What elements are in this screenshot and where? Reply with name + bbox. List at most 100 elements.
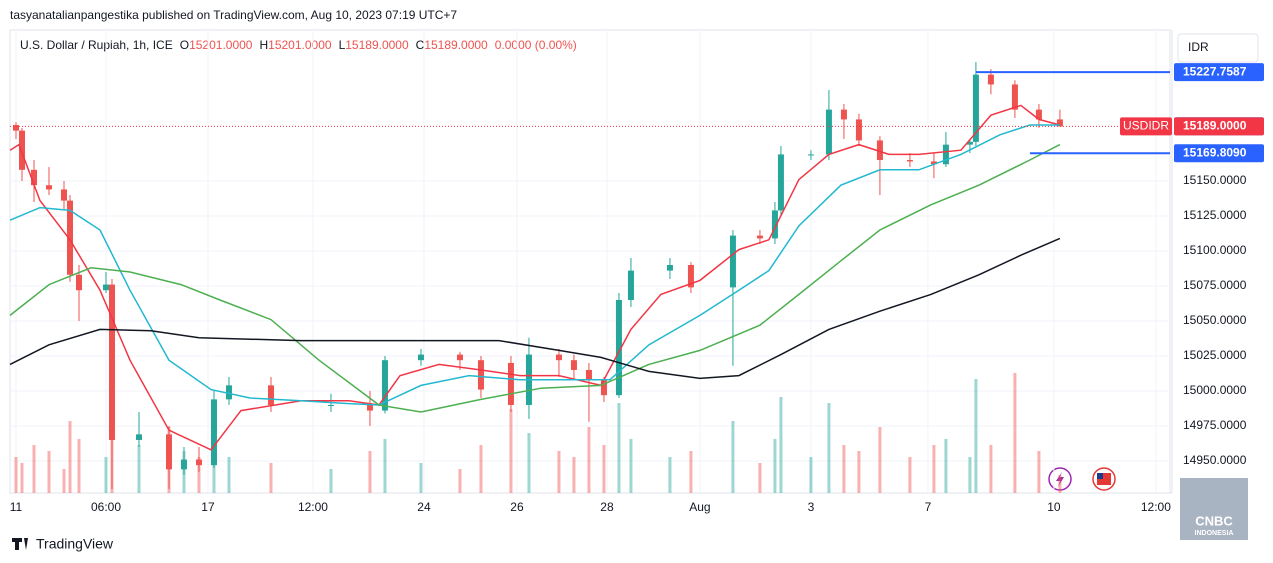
x-tick-label: 24: [417, 500, 431, 514]
y-tick-label: 15150.0000: [1183, 173, 1247, 187]
volume-bar: [668, 457, 672, 493]
candle-body: [729, 235, 736, 288]
x-tick-label: 06:00: [91, 500, 121, 514]
currency-label[interactable]: IDR: [1188, 40, 1209, 54]
moving-average: [9, 143, 1061, 413]
candle-body: [942, 144, 949, 165]
legend-change: 0.0000 (0.00%): [495, 38, 577, 52]
volume-bar: [779, 397, 783, 493]
candle-body: [30, 169, 37, 186]
x-tick-label: 12:00: [298, 500, 328, 514]
volume-bar: [14, 457, 18, 493]
volume-bar: [731, 421, 735, 493]
price-label-box: [1174, 144, 1264, 163]
volume-bar: [932, 445, 936, 493]
candle-body: [507, 362, 514, 405]
volume-bar: [20, 463, 24, 493]
y-tick-label: 15025.0000: [1183, 348, 1247, 362]
x-tick-label: 12:00: [1141, 500, 1171, 514]
candle-body: [615, 299, 622, 396]
price-label: 15169.8090: [1183, 145, 1247, 159]
volume-bar: [68, 421, 72, 493]
x-tick-label: 26: [510, 500, 524, 514]
volume-bar: [773, 439, 777, 493]
volume-bar: [629, 439, 633, 493]
volume-bar: [197, 457, 201, 493]
volume-bar: [383, 439, 387, 493]
candle-body: [807, 154, 814, 156]
volume-bar: [908, 457, 912, 493]
currency-button[interactable]: [1177, 33, 1259, 63]
candle-body: [327, 404, 334, 406]
candle-body: [225, 385, 232, 400]
candle-body: [108, 284, 115, 440]
price-label-box: [1174, 63, 1264, 82]
candle-body: [771, 210, 778, 239]
candle-body: [840, 109, 847, 120]
volume-bar: [617, 403, 621, 493]
volume-bar: [458, 469, 462, 493]
candle-body: [825, 109, 832, 155]
watermark-logo: [1180, 478, 1248, 540]
volume-bar: [878, 427, 882, 493]
volume-bar: [77, 439, 81, 493]
volume-bar: [557, 451, 561, 493]
volume-bar: [809, 457, 813, 493]
volume-bar: [1013, 373, 1017, 493]
watermark-brand: CNBC: [1195, 513, 1233, 528]
candle-body: [600, 379, 607, 396]
lightning-glyph: [1056, 472, 1064, 487]
candle-body: [966, 141, 973, 145]
candle-body: [756, 235, 763, 239]
price-label: 15227.7587: [1183, 64, 1247, 78]
candle-body: [585, 369, 592, 380]
candle-body: [180, 459, 187, 470]
volume-bar: [758, 463, 762, 493]
y-tick-label: 14950.0000: [1183, 453, 1247, 467]
price-label: 15189.0000: [1183, 119, 1247, 133]
candle-body: [876, 140, 883, 161]
candle-body: [666, 264, 673, 271]
volume-bar: [989, 445, 993, 493]
y-tick-label: 15000.0000: [1183, 383, 1247, 397]
candle-body: [1011, 84, 1018, 110]
candle-body: [777, 154, 784, 211]
volume-bar: [827, 403, 831, 493]
candle-body: [417, 354, 424, 361]
price-tag-box: [1120, 117, 1172, 136]
legend-value: 15201.0000: [268, 38, 332, 52]
volume-bar: [479, 445, 483, 493]
x-tick-label: 17: [201, 500, 215, 514]
volume-bar: [1037, 451, 1041, 493]
volume-bar: [572, 457, 576, 493]
x-tick-label: 28: [600, 500, 614, 514]
x-tick-label: 3: [808, 500, 815, 514]
y-tick-label: 15100.0000: [1183, 243, 1247, 257]
tv-logo: [12, 538, 28, 550]
volume-bar: [842, 445, 846, 493]
volume-bar: [47, 451, 51, 493]
candle-body: [267, 385, 274, 405]
legend-value: 15189.0000: [345, 38, 409, 52]
candle-body: [195, 459, 202, 466]
x-tick-label: 7: [925, 500, 932, 514]
volume-bar: [32, 445, 36, 493]
candle-body: [1056, 119, 1063, 127]
y-tick-label: 15125.0000: [1183, 208, 1247, 222]
candle-body: [75, 274, 82, 291]
volume-bar: [368, 451, 372, 493]
candle-body: [687, 264, 694, 288]
candle-body: [45, 185, 52, 190]
candle-body: [102, 284, 109, 291]
volume-bar: [137, 445, 141, 493]
volume-bar: [968, 457, 972, 493]
candle-body: [570, 360, 577, 370]
candle-body: [987, 74, 994, 85]
y-tick-label: 15050.0000: [1183, 313, 1247, 327]
volume-bar: [104, 457, 108, 493]
legend-key: L: [339, 38, 346, 52]
candle-body: [66, 200, 73, 275]
candle-body: [366, 404, 373, 411]
price-label-box: [1174, 117, 1264, 136]
